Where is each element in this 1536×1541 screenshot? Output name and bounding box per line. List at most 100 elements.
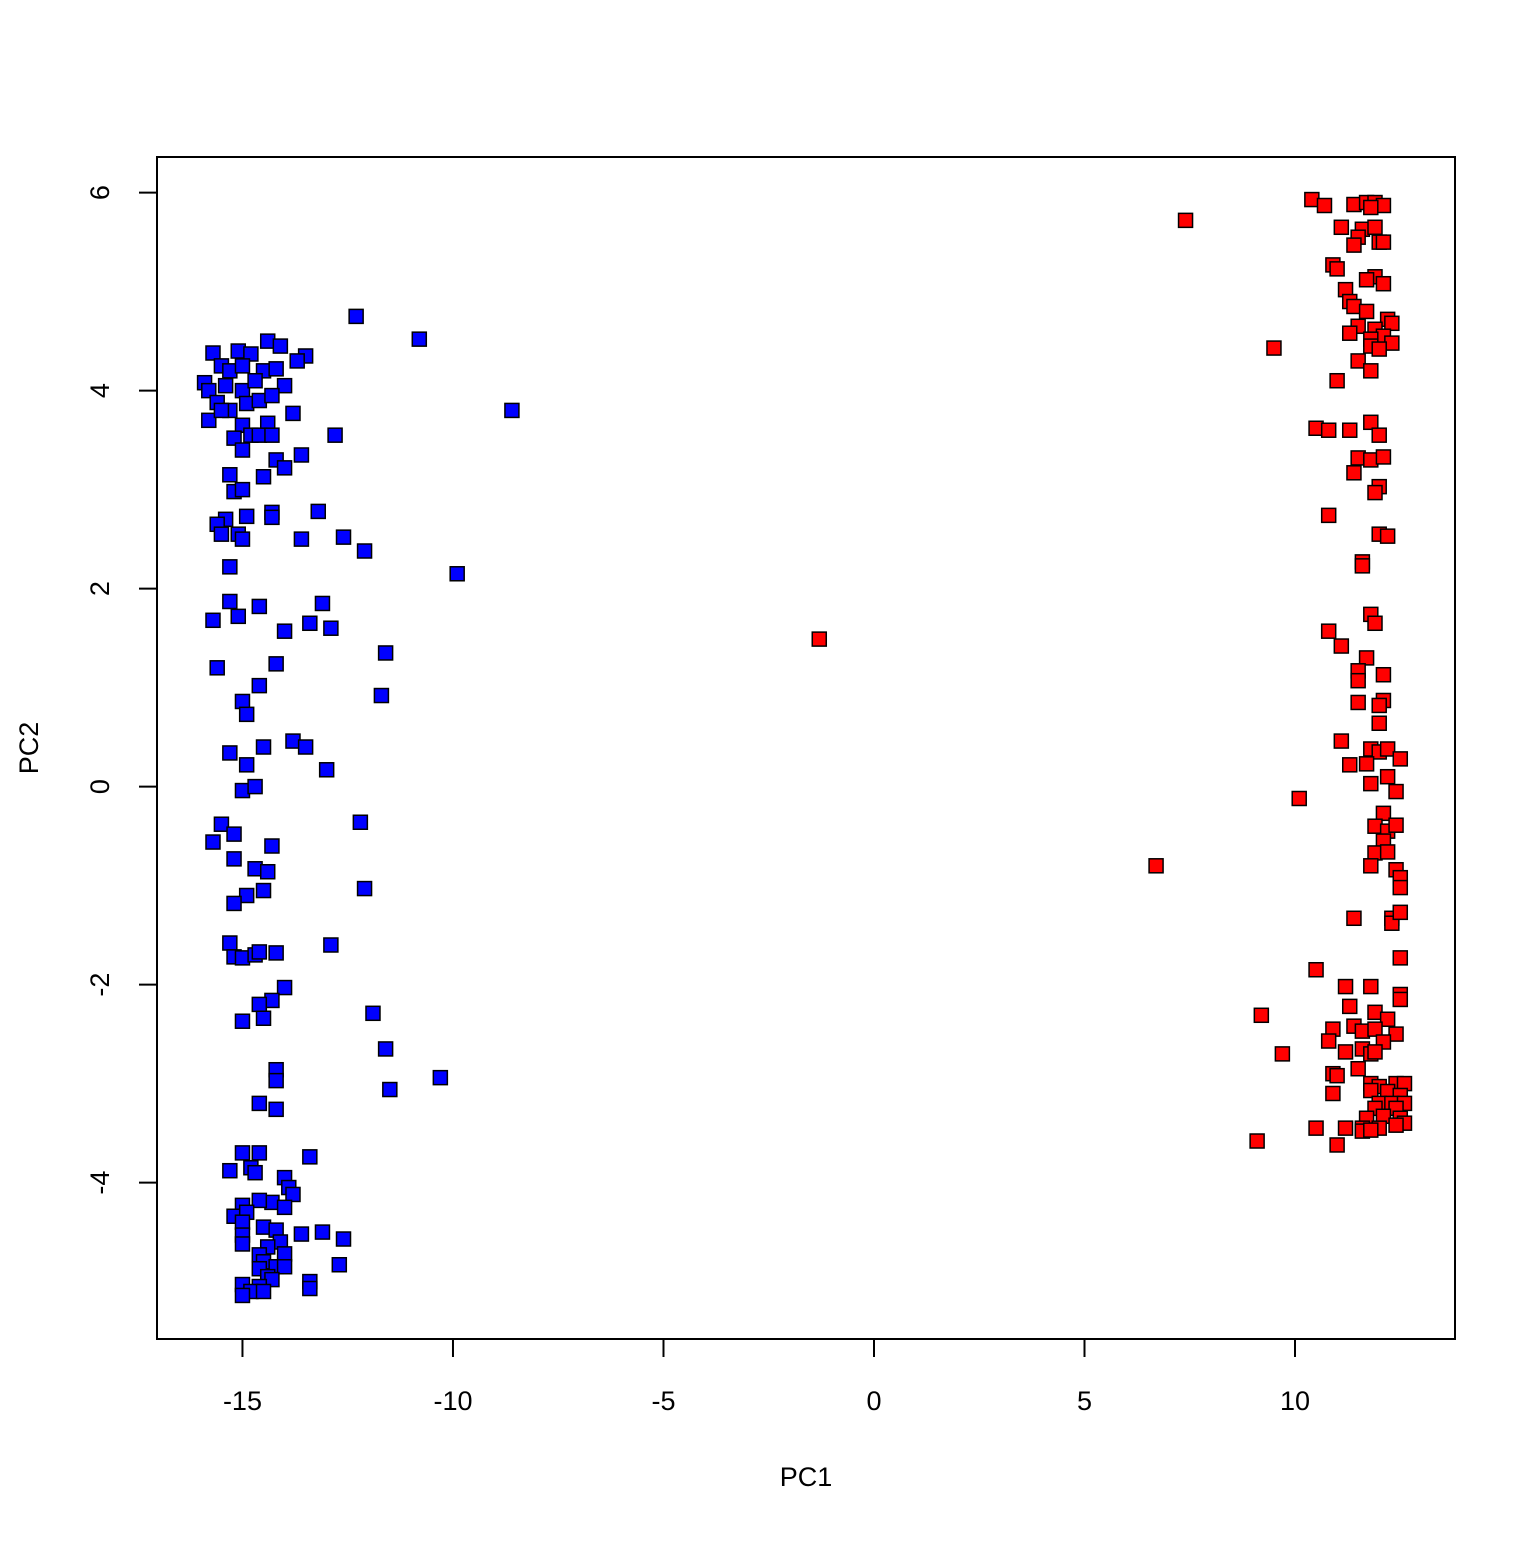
point: [222, 467, 238, 483]
point: [1375, 275, 1392, 292]
point: [331, 1257, 348, 1273]
point: [1363, 414, 1379, 431]
point: [504, 402, 520, 419]
point: [1350, 694, 1366, 711]
y-tick-label: 4: [85, 383, 115, 398]
point: [1148, 858, 1164, 874]
point: [352, 814, 369, 830]
point: [1253, 1007, 1270, 1024]
point: [1363, 1122, 1379, 1138]
point: [276, 1258, 293, 1275]
point: [222, 935, 238, 951]
point: [264, 838, 280, 854]
y-axis-label: PC2: [14, 722, 44, 775]
point: [1379, 844, 1396, 860]
point: [293, 447, 310, 463]
point: [1375, 666, 1392, 683]
point: [238, 508, 255, 525]
point: [1337, 978, 1354, 995]
point: [234, 1145, 251, 1161]
point: [1308, 961, 1324, 978]
point: [247, 1164, 263, 1181]
point: [348, 308, 364, 325]
point: [1392, 991, 1409, 1008]
point: [264, 387, 280, 404]
point: [373, 687, 390, 704]
point: [1392, 751, 1409, 767]
point: [201, 382, 217, 399]
point: [1354, 558, 1371, 574]
point: [1350, 1060, 1366, 1077]
y-tick-label: 6: [85, 185, 115, 200]
point: [276, 377, 293, 394]
plot-box: [156, 156, 1456, 1340]
point: [255, 739, 272, 755]
point: [335, 529, 352, 545]
point: [255, 1283, 272, 1300]
point: [234, 1214, 251, 1230]
point: [238, 757, 255, 773]
point: [205, 834, 221, 850]
point: [1371, 427, 1387, 443]
point: [251, 598, 268, 615]
point: [1358, 272, 1375, 288]
x-tick-label: 5: [1077, 1386, 1092, 1416]
point: [247, 778, 263, 795]
point: [1341, 422, 1358, 438]
point: [226, 851, 242, 867]
point: [1375, 449, 1392, 465]
point: [251, 996, 268, 1013]
point: [1358, 303, 1375, 320]
point: [1320, 623, 1337, 639]
point: [222, 1162, 238, 1179]
point: [276, 1246, 293, 1262]
point: [1337, 1044, 1354, 1060]
point: [323, 620, 339, 636]
y-tick-label: 2: [85, 581, 115, 596]
point: [314, 595, 331, 612]
point: [293, 531, 310, 547]
point: [226, 430, 242, 446]
point: [302, 1280, 318, 1297]
point: [1363, 1082, 1379, 1099]
point: [259, 863, 276, 880]
point: [268, 361, 284, 377]
point: [247, 372, 263, 389]
point: [1291, 790, 1307, 807]
x-tick-label: -5: [651, 1386, 675, 1416]
x-tick-label: -10: [433, 1386, 472, 1416]
point: [1371, 715, 1387, 732]
point: [209, 660, 225, 676]
point: [222, 559, 238, 575]
point: [1367, 615, 1383, 632]
y-tick-label: 0: [85, 779, 115, 794]
point: [243, 346, 259, 362]
point: [1320, 507, 1337, 524]
point: [1249, 1133, 1265, 1149]
point: [217, 377, 234, 394]
point: [1379, 528, 1396, 544]
point: [238, 706, 255, 723]
point: [1177, 212, 1194, 229]
point: [1392, 904, 1409, 921]
point: [1333, 219, 1350, 236]
point: [1325, 1085, 1341, 1102]
point: [222, 593, 238, 610]
point: [356, 543, 373, 559]
point: [251, 677, 268, 694]
point: [234, 1013, 251, 1029]
point: [230, 608, 247, 625]
point: [234, 1236, 251, 1252]
point: [268, 1101, 284, 1118]
point: [205, 345, 221, 361]
point: [1363, 978, 1379, 995]
point: [1388, 817, 1404, 833]
point: [251, 1145, 268, 1161]
point: [1266, 340, 1282, 356]
point: [1346, 910, 1362, 927]
point: [255, 882, 272, 899]
point: [264, 427, 280, 443]
point: [1367, 1044, 1383, 1060]
point: [432, 1069, 449, 1086]
